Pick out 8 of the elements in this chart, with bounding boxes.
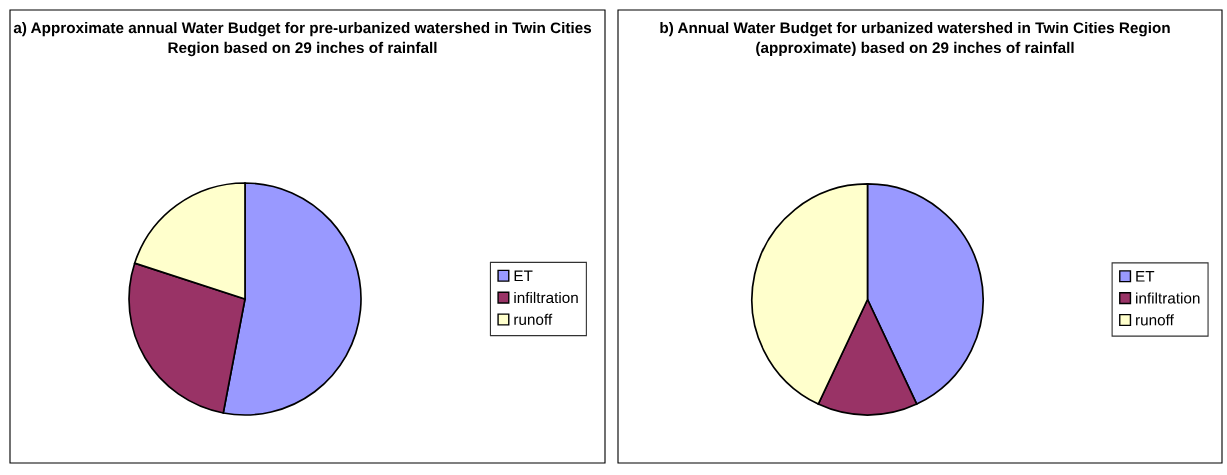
chart-title: a) Approximate annual Water Budget for pre-urbanized watershed in Twin Cities Region based on 29 inches of rainfall	[13, 22, 592, 57]
legend-label: runoff	[514, 313, 553, 325]
legend-label: ET	[514, 270, 533, 282]
legend-label: runoff	[1136, 314, 1174, 326]
legend-label: infiltration	[1136, 292, 1200, 304]
legend-label: infiltration	[514, 291, 578, 304]
legend-label: ET	[1136, 271, 1155, 282]
chart-title: b) Annual Water Budget for urbanized watershed in Twin Cities Region (approximate) based on 29 inches of rainfall	[660, 22, 1170, 57]
